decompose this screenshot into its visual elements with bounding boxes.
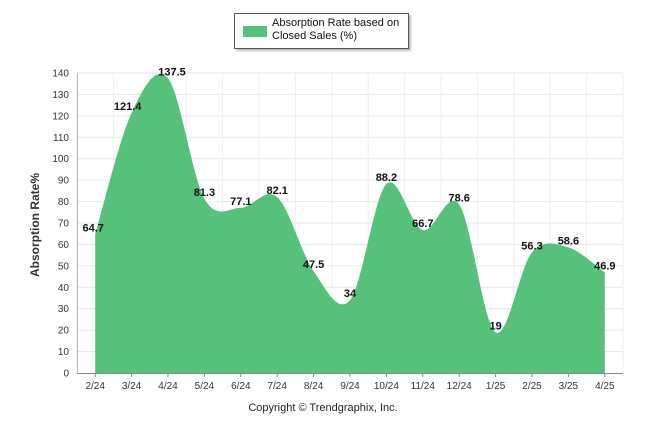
y-tick-label: 20 xyxy=(58,326,70,337)
x-tick-label: 8/24 xyxy=(304,381,324,392)
y-tick-label: 10 xyxy=(58,347,70,358)
legend: Absorption Rate based on Closed Sales (%… xyxy=(234,13,409,49)
x-tick-label: 4/24 xyxy=(158,381,178,392)
tick-labels: 0 10 20 30 40 50 60 70 80 90 100 110 120 130 140 2/24 3/… xyxy=(52,69,615,393)
series-area xyxy=(95,73,605,373)
x-tick-label: 11/24 xyxy=(411,381,436,392)
x-tick-label: 10/24 xyxy=(374,381,399,392)
y-tick-label: 80 xyxy=(58,197,70,208)
legend-label: Absorption Rate based on Closed Sales (%… xyxy=(272,17,400,42)
y-tick-label: 40 xyxy=(58,283,70,294)
y-tick-label: 120 xyxy=(52,111,69,122)
copyright-footer: Copyright © Trendgraphix, Inc. xyxy=(248,402,398,414)
data-label: 88.2 xyxy=(376,172,397,184)
data-label: 64.7 xyxy=(82,222,103,234)
data-label: 121.4 xyxy=(114,101,142,113)
y-tick-label: 110 xyxy=(53,133,69,144)
y-tick-label: 30 xyxy=(58,304,70,315)
x-tick-label: 6/24 xyxy=(231,381,251,392)
y-tick-label: 130 xyxy=(52,90,69,101)
data-label: 56.3 xyxy=(521,240,542,252)
data-label: 78.6 xyxy=(448,193,469,205)
x-tick-label: 3/24 xyxy=(122,381,142,392)
data-label: 19 xyxy=(489,320,501,332)
x-tick-label: 2/24 xyxy=(85,381,105,392)
data-labels: 64.7 121.4 137.5 81.3 77.1 82.1 47.5 34 88.2 66.7… xyxy=(82,66,615,332)
legend-swatch xyxy=(243,26,267,37)
x-tick-label: 12/24 xyxy=(447,381,472,392)
y-tick-label: 100 xyxy=(52,154,69,165)
y-tick-label: 90 xyxy=(58,176,70,187)
y-tick-label: 70 xyxy=(58,219,70,230)
data-label: 77.1 xyxy=(230,196,251,208)
data-label: 58.6 xyxy=(558,235,579,247)
data-label: 46.9 xyxy=(594,261,615,273)
data-label: 81.3 xyxy=(194,187,215,199)
x-tick-label: 1/25 xyxy=(486,381,506,392)
data-label: 34 xyxy=(344,288,357,300)
x-tick-label: 2/25 xyxy=(522,381,542,392)
axes xyxy=(77,73,623,377)
x-tick-label: 7/24 xyxy=(267,381,287,392)
y-axis-label: Absorption Rate% xyxy=(28,172,42,278)
series-area-path xyxy=(95,73,605,373)
data-label: 82.1 xyxy=(266,185,287,197)
data-label: 47.5 xyxy=(303,259,324,271)
y-tick-label: 0 xyxy=(63,369,69,380)
y-tick-label: 50 xyxy=(58,261,70,272)
x-tick-label: 3/25 xyxy=(559,381,579,392)
x-tick-label: 9/24 xyxy=(340,381,360,392)
x-tick-label: 5/24 xyxy=(195,381,215,392)
x-tick-label: 4/25 xyxy=(595,381,615,392)
y-tick-label: 140 xyxy=(52,69,69,80)
data-label: 137.5 xyxy=(158,66,186,78)
y-tick-label: 60 xyxy=(58,240,70,251)
data-label: 66.7 xyxy=(412,218,433,230)
